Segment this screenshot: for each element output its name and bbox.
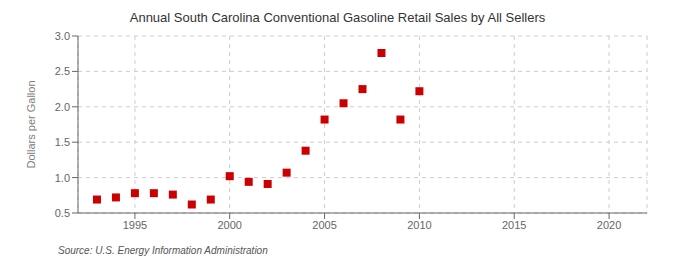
svg-text:2.0: 2.0: [55, 101, 70, 113]
html-text:Annual South Carolina Conventi: Annual South Carolina Conventional Gasol…: [129, 10, 546, 25]
svg-text:2020: 2020: [597, 219, 621, 231]
html-text:Source: U.S. Energy Informatio: Source: U.S. Energy Information Administ…: [58, 245, 268, 256]
svg-text:1995: 1995: [123, 219, 147, 231]
svg-text:2000: 2000: [217, 219, 241, 231]
svg-text:1.0: 1.0: [55, 172, 70, 184]
svg-text:3.0: 3.0: [55, 30, 70, 42]
svg-text:0.5: 0.5: [55, 207, 70, 219]
svg-text:Dollars per Gallon: Dollars per Gallon: [25, 80, 37, 168]
svg-text:2.5: 2.5: [55, 65, 70, 77]
svg-text:2015: 2015: [502, 219, 526, 231]
svg-text:1.5: 1.5: [55, 136, 70, 148]
svg-text:2010: 2010: [407, 219, 431, 231]
svg-text:2005: 2005: [312, 219, 336, 231]
